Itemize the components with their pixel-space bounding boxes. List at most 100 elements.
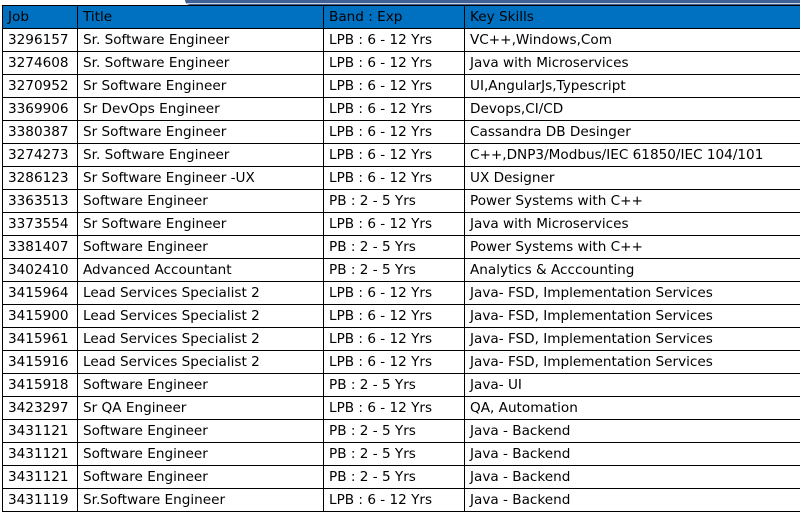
title-cell: Sr Software Engineer -UX <box>77 166 324 190</box>
band-exp-cell: PB : 2 - 5 Yrs <box>323 235 465 259</box>
table-row: 3415961 Lead Services Specialist 2 LPB : 6… <box>2 327 800 351</box>
title-cell: Sr QA Engineer <box>77 396 324 420</box>
title-cell: Advanced Accountant <box>77 258 324 282</box>
key-skills-cell: Java - Backend <box>464 465 800 489</box>
table-row: 3431121 Software Engineer PB : 2 - 5 Yrs Ja… <box>2 465 800 489</box>
job-id-cell: 3415916 <box>2 350 78 374</box>
key-skills-cell: Power Systems with C++ <box>464 189 800 213</box>
band-exp-cell: LPB : 6 - 12 Yrs <box>323 97 465 121</box>
table-row: 3431119 Sr.Software Engineer LPB : 6 - 12 … <box>2 488 800 512</box>
job-id-cell: 3402410 <box>2 258 78 282</box>
table-row: 3369906 Sr DevOps Engineer LPB : 6 - 12 Yr… <box>2 97 800 121</box>
band-exp-cell: PB : 2 - 5 Yrs <box>323 189 465 213</box>
job-id-cell: 3380387 <box>2 120 78 144</box>
key-skills-cell: Java with Microservices <box>464 212 800 236</box>
title-cell: Sr. Software Engineer <box>77 51 324 75</box>
band-exp-cell: LPB : 6 - 12 Yrs <box>323 212 465 236</box>
title-cell: Lead Services Specialist 2 <box>77 327 324 351</box>
job-id-cell: 3415961 <box>2 327 78 351</box>
title-cell: Software Engineer <box>77 419 324 443</box>
band-exp-cell: PB : 2 - 5 Yrs <box>323 373 465 397</box>
job-id-cell: 3415918 <box>2 373 78 397</box>
job-id-cell: 3369906 <box>2 97 78 121</box>
band-exp-cell: LPB : 6 - 12 Yrs <box>323 51 465 75</box>
table-row: 3274608 Sr. Software Engineer LPB : 6 - 12… <box>2 51 800 75</box>
job-id-cell: 3363513 <box>2 189 78 213</box>
band-exp-cell: LPB : 6 - 12 Yrs <box>323 74 465 98</box>
title-cell: Lead Services Specialist 2 <box>77 350 324 374</box>
job-id-cell: 3296157 <box>2 28 78 52</box>
title-cell: Sr Software Engineer <box>77 212 324 236</box>
band-exp-cell: LPB : 6 - 12 Yrs <box>323 304 465 328</box>
band-exp-cell: LPB : 6 - 12 Yrs <box>323 281 465 305</box>
title-cell: Sr Software Engineer <box>77 74 324 98</box>
title-cell: Software Engineer <box>77 373 324 397</box>
band-exp-cell: LPB : 6 - 12 Yrs <box>323 143 465 167</box>
title-cell: Sr. Software Engineer <box>77 143 324 167</box>
band-exp-cell: PB : 2 - 5 Yrs <box>323 258 465 282</box>
table-row: 3286123 Sr Software Engineer -UX LPB : 6 -… <box>2 166 800 190</box>
table-row: 3415918 Software Engineer PB : 2 - 5 Yrs Ja… <box>2 373 800 397</box>
job-id-cell: 3270952 <box>2 74 78 98</box>
band-exp-cell: LPB : 6 - 12 Yrs <box>323 327 465 351</box>
table-row: 3431121 Software Engineer PB : 2 - 5 Yrs Ja… <box>2 419 800 443</box>
band-exp-cell: PB : 2 - 5 Yrs <box>323 442 465 466</box>
key-skills-cell: Java- FSD, Implementation Services <box>464 304 800 328</box>
job-id-cell: 3381407 <box>2 235 78 259</box>
title-cell: Sr.Software Engineer <box>77 488 324 512</box>
table-row: 3415900 Lead Services Specialist 2 LPB : 6… <box>2 304 800 328</box>
band-exp-cell: LPB : 6 - 12 Yrs <box>323 350 465 374</box>
job-id-cell: 3373554 <box>2 212 78 236</box>
column-header-job: Job <box>2 5 78 29</box>
key-skills-cell: Java- FSD, Implementation Services <box>464 281 800 305</box>
job-id-cell: 3415964 <box>2 281 78 305</box>
table-row: 3274273 Sr. Software Engineer LPB : 6 - 12… <box>2 143 800 167</box>
title-cell: Lead Services Specialist 2 <box>77 304 324 328</box>
band-exp-cell: LPB : 6 - 12 Yrs <box>323 396 465 420</box>
key-skills-cell: C++,DNP3/Modbus/IEC 61850/IEC 104/101 <box>464 143 800 167</box>
table-row: 3296157 Sr. Software Engineer LPB : 6 - 12… <box>2 28 800 52</box>
title-cell: Sr. Software Engineer <box>77 28 324 52</box>
title-cell: Sr Software Engineer <box>77 120 324 144</box>
band-exp-cell: LPB : 6 - 12 Yrs <box>323 28 465 52</box>
column-header-key-skills: Key Skills <box>464 5 800 29</box>
key-skills-cell: Java - Backend <box>464 419 800 443</box>
title-cell: Sr DevOps Engineer <box>77 97 324 121</box>
table-row: 3423297 Sr QA Engineer LPB : 6 - 12 Yrs QA,… <box>2 396 800 420</box>
table-row: 3363513 Software Engineer PB : 2 - 5 Yrs Po… <box>2 189 800 213</box>
key-skills-cell: Java- FSD, Implementation Services <box>464 350 800 374</box>
job-id-cell: 3415900 <box>2 304 78 328</box>
job-id-cell: 3431121 <box>2 465 78 489</box>
table-row: 3373554 Sr Software Engineer LPB : 6 - 12 … <box>2 212 800 236</box>
table-header-row: Job Title Band : Exp Key Skills <box>2 5 800 29</box>
table-row: 3402410 Advanced Accountant PB : 2 - 5 Yrs… <box>2 258 800 282</box>
job-id-cell: 3431121 <box>2 442 78 466</box>
key-skills-cell: Java- FSD, Implementation Services <box>464 327 800 351</box>
key-skills-cell: Java- UI <box>464 373 800 397</box>
table-row: 3431121 Software Engineer PB : 2 - 5 Yrs Ja… <box>2 442 800 466</box>
key-skills-cell: Power Systems with C++ <box>464 235 800 259</box>
table-row: 3380387 Sr Software Engineer LPB : 6 - 12 … <box>2 120 800 144</box>
key-skills-cell: QA, Automation <box>464 396 800 420</box>
band-exp-cell: PB : 2 - 5 Yrs <box>323 419 465 443</box>
job-id-cell: 3274273 <box>2 143 78 167</box>
title-cell: Lead Services Specialist 2 <box>77 281 324 305</box>
key-skills-cell: Analytics & Acccounting <box>464 258 800 282</box>
job-id-cell: 3286123 <box>2 166 78 190</box>
key-skills-cell: Java - Backend <box>464 442 800 466</box>
jobs-table: Job Title Band : Exp Key Skills 3296157 S… <box>2 5 800 512</box>
column-header-band-exp: Band : Exp <box>323 5 465 29</box>
table-row: 3415964 Lead Services Specialist 2 LPB : 6… <box>2 281 800 305</box>
key-skills-cell: Java - Backend <box>464 488 800 512</box>
key-skills-cell: UI,AngularJs,Typescript <box>464 74 800 98</box>
band-exp-cell: LPB : 6 - 12 Yrs <box>323 166 465 190</box>
title-cell: Software Engineer <box>77 235 324 259</box>
band-exp-cell: LPB : 6 - 12 Yrs <box>323 120 465 144</box>
title-cell: Software Engineer <box>77 442 324 466</box>
title-cell: Software Engineer <box>77 189 324 213</box>
table-row: 3381407 Software Engineer PB : 2 - 5 Yrs Po… <box>2 235 800 259</box>
table-row: 3270952 Sr Software Engineer LPB : 6 - 12 … <box>2 74 800 98</box>
key-skills-cell: VC++,Windows,Com <box>464 28 800 52</box>
column-header-title: Title <box>77 5 324 29</box>
band-exp-cell: LPB : 6 - 12 Yrs <box>323 488 465 512</box>
